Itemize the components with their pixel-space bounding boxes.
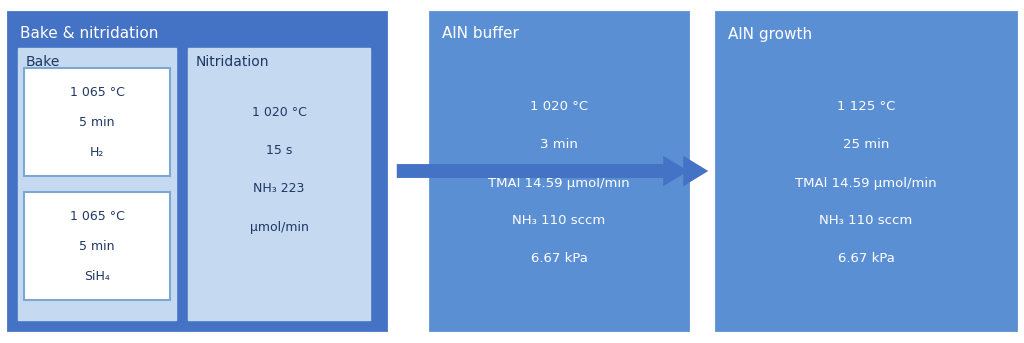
Text: 6.67 kPa: 6.67 kPa	[530, 252, 588, 265]
Text: 1 065 °C: 1 065 °C	[70, 85, 125, 98]
Bar	[188, 48, 370, 320]
Text: 25 min: 25 min	[843, 139, 889, 152]
Text: TMAl 14.59 μmol/min: TMAl 14.59 μmol/min	[796, 177, 937, 189]
Text: Nitridation: Nitridation	[196, 55, 269, 69]
FancyArrowPatch shape	[683, 156, 709, 186]
Bar	[24, 68, 170, 176]
Text: AlN buffer: AlN buffer	[442, 26, 519, 42]
Text: 1 020 °C: 1 020 °C	[530, 100, 588, 114]
Bar	[716, 12, 1016, 330]
FancyArrowPatch shape	[396, 156, 688, 186]
Bar	[8, 12, 386, 330]
Text: NH₃ 110 sccm: NH₃ 110 sccm	[819, 214, 912, 227]
Text: AlN growth: AlN growth	[728, 26, 812, 42]
Text: 6.67 kPa: 6.67 kPa	[838, 252, 894, 265]
Text: H₂: H₂	[90, 145, 104, 158]
Text: NH₃ 223: NH₃ 223	[253, 182, 305, 196]
Text: 5 min: 5 min	[79, 116, 115, 129]
Bar	[430, 12, 688, 330]
Text: NH₃ 110 sccm: NH₃ 110 sccm	[512, 214, 605, 227]
Text: 1 125 °C: 1 125 °C	[837, 100, 895, 114]
Text: 5 min: 5 min	[79, 239, 115, 252]
Text: TMAl 14.59 μmol/min: TMAl 14.59 μmol/min	[488, 177, 630, 189]
Text: 3 min: 3 min	[540, 139, 578, 152]
Text: 1 020 °C: 1 020 °C	[252, 106, 306, 119]
Text: SiH₄: SiH₄	[84, 270, 110, 283]
Text: 1 065 °C: 1 065 °C	[70, 210, 125, 223]
Text: Bake & nitridation: Bake & nitridation	[20, 26, 159, 42]
Text: 15 s: 15 s	[266, 144, 292, 157]
Bar	[18, 48, 176, 320]
Text: μmol/min: μmol/min	[250, 221, 308, 234]
Text: Bake: Bake	[26, 55, 60, 69]
Bar	[24, 192, 170, 300]
